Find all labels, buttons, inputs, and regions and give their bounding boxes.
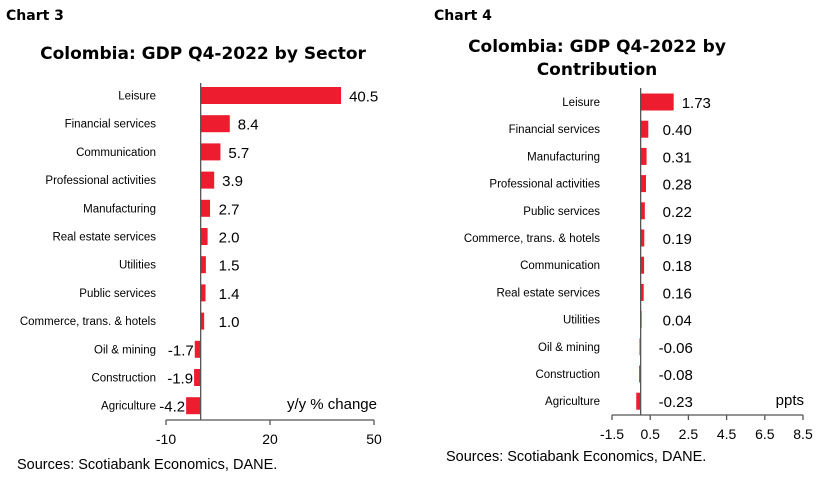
chart3-value-label: 40.5 [349,89,378,106]
chart4-category-label: Utilities [563,315,600,327]
chart4-category-label: Professional activities [489,179,600,191]
chart4-value-label: 0.18 [663,258,692,275]
chart4-source: Sources: Scotiabank Economics, DANE. [446,449,706,465]
chart3-value-label: 5.7 [228,145,249,162]
chart4-bar [640,229,645,247]
chart3-unit-label: y/y % change [287,396,377,413]
chart4-bar [640,202,645,220]
chart3-category-label: Commerce, trans. & hotels [20,316,156,328]
chart4-value-label: 0.31 [663,149,692,166]
chart4-category-label: Communication [520,260,600,272]
chart4-category-label: Real estate services [496,287,600,299]
chart4-x-tick-label: 8.5 [793,426,813,442]
chart3-category-label: Construction [91,373,156,385]
chart3-category-label: Oil & mining [94,344,156,356]
chart3-value-label: 2.0 [219,230,240,247]
chart3-category-label: Manufacturing [83,203,156,215]
chart4-bar [640,93,674,111]
chart4-value-label: 1.73 [682,95,711,112]
chart4-value-label: 0.04 [663,313,692,330]
chart3-bar [200,256,206,274]
chart3-category-label: Agriculture [101,401,156,413]
chart3-source: Sources: Scotiabank Economics, DANE. [17,457,277,473]
chart4-category-label: Financial services [509,124,601,136]
chart3-bar [200,87,342,104]
chart4-x-tick-label: 4.5 [717,426,737,442]
chart4-bar [640,256,645,274]
chart4-unit-label: ppts [776,392,804,409]
chart4-x-tick-label: 2.5 [679,426,699,442]
chart4-value-label: -0.08 [659,367,693,384]
chart3-value-label: -1.7 [168,342,194,359]
chart4-title-line2: Contribution [537,60,658,80]
chart4-category-label: Leisure [562,97,600,109]
chart4-value-label: 0.22 [663,204,692,221]
chart4-bar [640,120,649,138]
chart3-bar [200,228,208,245]
chart4-category-label: Oil & mining [538,342,600,354]
chart3-value-label: 1.0 [219,314,240,331]
chart3-x-tick-label: 20 [262,431,278,447]
chart4-bar [639,365,641,383]
chart3-bar [200,115,230,133]
chart3-bar [200,171,215,189]
chart3-value-label: 2.7 [219,201,240,218]
chart4-category-label: Construction [535,369,600,381]
chart4-value-label: 0.28 [663,177,692,194]
chart3-value-label: 1.5 [219,258,240,275]
chart3-value-label: 8.4 [238,117,259,134]
chart3-bar [200,143,221,161]
chart3-category-label: Real estate services [52,232,156,244]
chart3-title: Colombia: GDP Q4-2022 by Sector [40,44,366,64]
chart4-value-label: 0.19 [663,231,692,248]
chart4-value-label: -0.23 [659,394,693,411]
chart3-x-tick-label: -10 [156,431,176,447]
chart4-plot: Leisure 1.73 Financial services 0.40 Manufac… [464,88,813,442]
chart3-value-label: 1.4 [219,286,240,303]
chart3-value-label: 3.9 [222,173,243,190]
chart3-value-label: -1.9 [167,371,193,388]
chart3-category-label: Public services [79,288,156,300]
chart4-category-label: Agriculture [545,396,600,408]
chart3-category-label: Utilities [119,260,156,272]
chart3-label: Chart 3 [6,8,64,24]
chart4-value-label: -0.06 [659,340,693,357]
chart3-bar [194,340,201,358]
chart3-category-label: Communication [76,147,156,159]
chart4-x-tick-label: 6.5 [755,426,775,442]
chart3-plot: Leisure 40.5 Financial services 8.4 Communic… [20,83,382,447]
chart3-bar [200,284,206,302]
chart3-category-label: Financial services [65,119,157,131]
chart3-category-label: Professional activities [45,175,156,187]
chart4-bar [636,392,641,410]
chart4-bar [640,175,646,193]
chart4-title-line1: Colombia: GDP Q4-2022 by [468,37,726,57]
chart4-value-label: 0.40 [663,122,692,139]
chart3-x-tick-label: 50 [366,431,382,447]
chart3-bar [200,312,205,330]
chart3-category-label: Leisure [118,91,156,103]
chart4-value-label: 0.16 [663,285,692,302]
chart3-bar [194,369,201,386]
chart4-label: Chart 4 [434,8,492,24]
chart4-bar [640,147,647,165]
chart3-value-label: -4.2 [159,399,185,416]
chart4-bar [640,283,644,301]
chart4-category-label: Commerce, trans. & hotels [464,233,600,245]
chart3-bar [186,397,201,415]
chart4-category-label: Manufacturing [527,151,600,163]
chart4-x-tick-label: 0.5 [640,426,660,442]
chart4-category-label: Public services [523,206,600,218]
chart4-x-tick-label: -1.5 [600,426,624,442]
chart3-bar [200,199,211,217]
